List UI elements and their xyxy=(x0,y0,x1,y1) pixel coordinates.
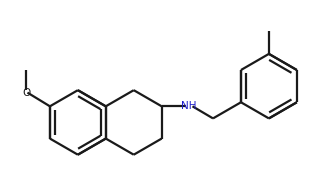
Text: NH: NH xyxy=(181,101,197,111)
Text: O: O xyxy=(22,88,30,98)
